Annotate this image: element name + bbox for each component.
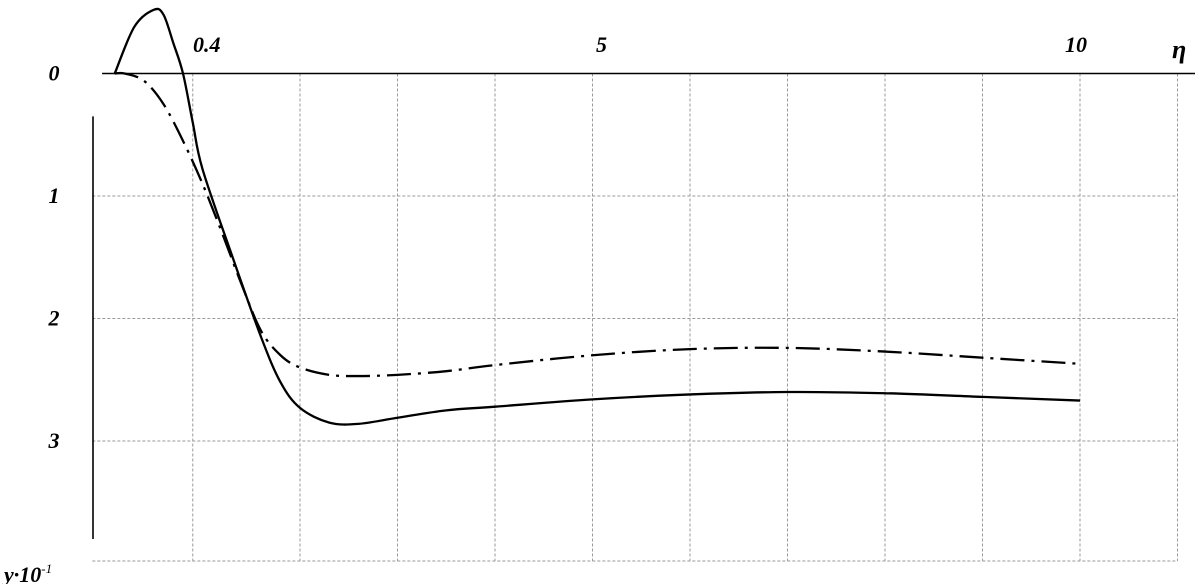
axes <box>92 72 1195 539</box>
x-tick-label-0-4: 0.4 <box>193 32 221 57</box>
x-axis-label: η <box>1172 35 1186 64</box>
series-group <box>113 7 1081 426</box>
y-tick-label-2: 2 <box>48 306 60 331</box>
y-tick-label-0: 0 <box>49 61 60 86</box>
tick-labels: 0.4 5 10 0 1 2 3 <box>48 32 1088 453</box>
y-tick-label-1: 1 <box>49 183 60 208</box>
x-tick-label-10: 10 <box>1065 32 1087 57</box>
series-line-dash-dot <box>114 71 1081 378</box>
grid <box>92 73 1178 562</box>
y-axis-label-exponent: -1 <box>41 561 52 576</box>
x-tick-label-5: 5 <box>596 32 607 57</box>
y-tick-label-3: 3 <box>48 428 60 453</box>
y-axis-label-base: y·10 <box>1 562 41 584</box>
series-line-solid <box>113 7 1081 426</box>
y-axis-label: y·10-1 <box>1 561 52 584</box>
